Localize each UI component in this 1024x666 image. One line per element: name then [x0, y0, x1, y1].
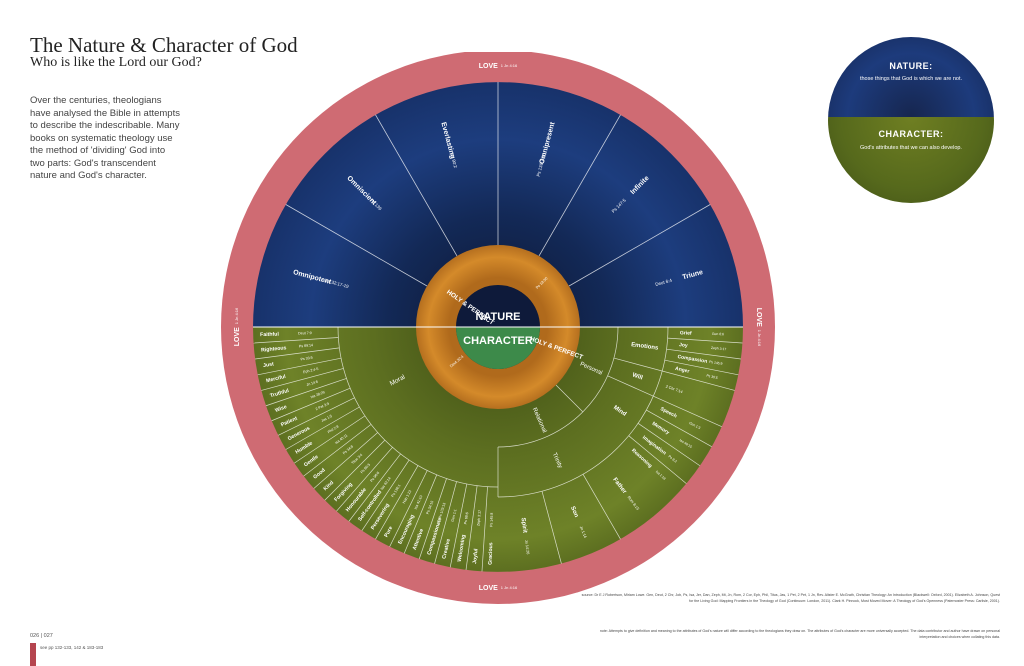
moral-attribute-label: Merciful: [266, 374, 287, 384]
legend-nature-title: NATURE:: [889, 61, 933, 71]
moral-attribute-ref: Ps 86:5: [360, 463, 371, 475]
moral-attribute-label: Welcoming: [457, 534, 467, 562]
trinity-member-label: Spirit: [520, 517, 528, 533]
moral-attribute-label: Joyful: [472, 548, 480, 564]
nature-attribute-ref: Jer 32:17-19: [324, 278, 350, 289]
moral-attribute-ref: Ps 136:1: [391, 484, 402, 498]
moral-attribute-ref: Ps 34:15: [426, 500, 435, 515]
moral-attribute-label: Creative: [441, 538, 452, 559]
love-word: LOVE: [479, 63, 498, 70]
love-label: LOVE 1 Jn 4:16: [234, 307, 241, 346]
love-label: LOVE 1 Jn 4:16: [755, 308, 762, 347]
moral-attribute-label: Pure: [383, 525, 394, 538]
page-refs: see pp 132-133, 142 & 183-183: [40, 645, 104, 650]
moral-attribute-ref: Jas 1:5: [321, 414, 333, 423]
nature-attribute-ref: Ps 139:7-10: [536, 152, 547, 177]
moral-attribute-label: Gracious: [488, 542, 495, 565]
trinity-member-ref: Jn 14:26: [524, 540, 530, 555]
moral-attribute-ref: Zeph 3:17: [476, 510, 482, 527]
moral-attribute-ref: Phil 2:8: [327, 425, 339, 435]
love-ref: 1 Jn 4:16: [501, 63, 518, 68]
personal-item-label: Joy: [679, 342, 688, 349]
moral-attribute-ref: Ps 68:6: [463, 512, 469, 525]
personal-item-label: Anger: [674, 366, 689, 375]
personal-item-ref: Gen 1:3: [688, 421, 701, 430]
moral-attribute-label: Wise: [274, 404, 288, 414]
moral-attribute-ref: Ps 103:13: [438, 502, 447, 519]
personal-group-label: Will: [631, 372, 643, 381]
trinity-member-label: Son: [569, 506, 579, 519]
moral-attribute-ref: Isa 41:10: [414, 495, 424, 510]
love-word: LOVE: [755, 308, 762, 327]
moral-attribute-ref: Deut 7:9: [298, 331, 312, 335]
page-title: The Nature & Character of God: [30, 33, 298, 57]
page-numbers: 026 | 027: [30, 633, 53, 639]
nature-attribute-ref: Ps 90:2: [449, 152, 458, 169]
intro-text: Over the centuries, theologians have ana…: [30, 95, 180, 181]
moral-attribute-ref: Jn 14:6: [306, 380, 318, 387]
love-word: LOVE: [479, 585, 498, 592]
personal-item-label: Compassion: [677, 354, 708, 365]
moral-attribute-ref: Ps 89:14: [299, 343, 314, 348]
moral-attribute-ref: Isa 40:11: [334, 433, 348, 445]
accent-bar: [30, 643, 36, 666]
personal-item-ref: Ps 145:9: [709, 360, 723, 366]
note-text: note: Attempts to give definition and me…: [599, 629, 1000, 639]
personal-item-ref: Isa 1:18: [655, 470, 667, 481]
page-subtitle: Who is like the Lord our God?: [30, 55, 202, 70]
love-ref: 1 Jn 4:16: [501, 585, 518, 590]
personal-item-ref: Isa 49:15: [679, 438, 693, 449]
love-ref: 1 Jn 4:16: [757, 330, 762, 347]
moral-attribute-ref: Ps 96:6: [370, 471, 381, 483]
moral-attribute-label: Righteous: [261, 345, 287, 353]
moral-attribute-ref: 2 Pet 3:9: [315, 402, 330, 412]
moral-attribute-ref: Gen 1:1: [451, 509, 458, 522]
moral-attribute-label: Faithful: [260, 332, 279, 339]
moral-attribute-label: Truthful: [269, 388, 290, 400]
legend-nature-text: those things that God is which we are no…: [859, 76, 963, 82]
love-ref: 1 Jn 4:16: [234, 307, 239, 324]
personal-group-ref: 2 Chr 7:14: [665, 385, 683, 395]
moral-attribute-ref: Eph 2:4-5: [303, 367, 319, 374]
nature-attribute-ref: Deut 6:4: [655, 278, 673, 287]
love-word: LOVE: [234, 327, 241, 346]
legend-character-text: God's attributes that we can also develo…: [860, 145, 962, 151]
moral-attribute-ref: Ps 33:5: [300, 356, 313, 362]
moral-attribute-ref: Isa 28:29: [310, 390, 325, 399]
personal-item-ref: Ps 8:3: [667, 454, 677, 463]
personal-group-label: Emotions: [631, 342, 660, 352]
personal-item-ref: Ps 30:5: [706, 374, 718, 381]
trinity-member-ref: Jn 1:14: [579, 526, 587, 539]
center-nature-label: NATURE: [475, 311, 520, 323]
moral-attribute-ref: Isa 42:14: [380, 476, 392, 490]
moral-attribute-ref: Ps 34:8: [342, 445, 354, 456]
personal-item-ref: Gen 6:6: [712, 332, 724, 336]
center-character-label: CHARACTER: [463, 335, 533, 347]
legend-character-title: CHARACTER:: [878, 129, 944, 139]
personal-item-ref: Zeph 3:17: [711, 346, 727, 351]
moral-attribute-label: Just: [263, 361, 275, 369]
personal-item-label: Grief: [680, 330, 692, 336]
moral-attribute-ref: Hab 1:13: [402, 490, 412, 505]
legend-disc: NATURE: those things that God is which w…: [828, 37, 994, 203]
sources-text: source: Dr E J Robertson, Miriam Lowe. G…: [581, 593, 1000, 603]
moral-attribute-ref: Ps 145:8: [489, 513, 493, 527]
